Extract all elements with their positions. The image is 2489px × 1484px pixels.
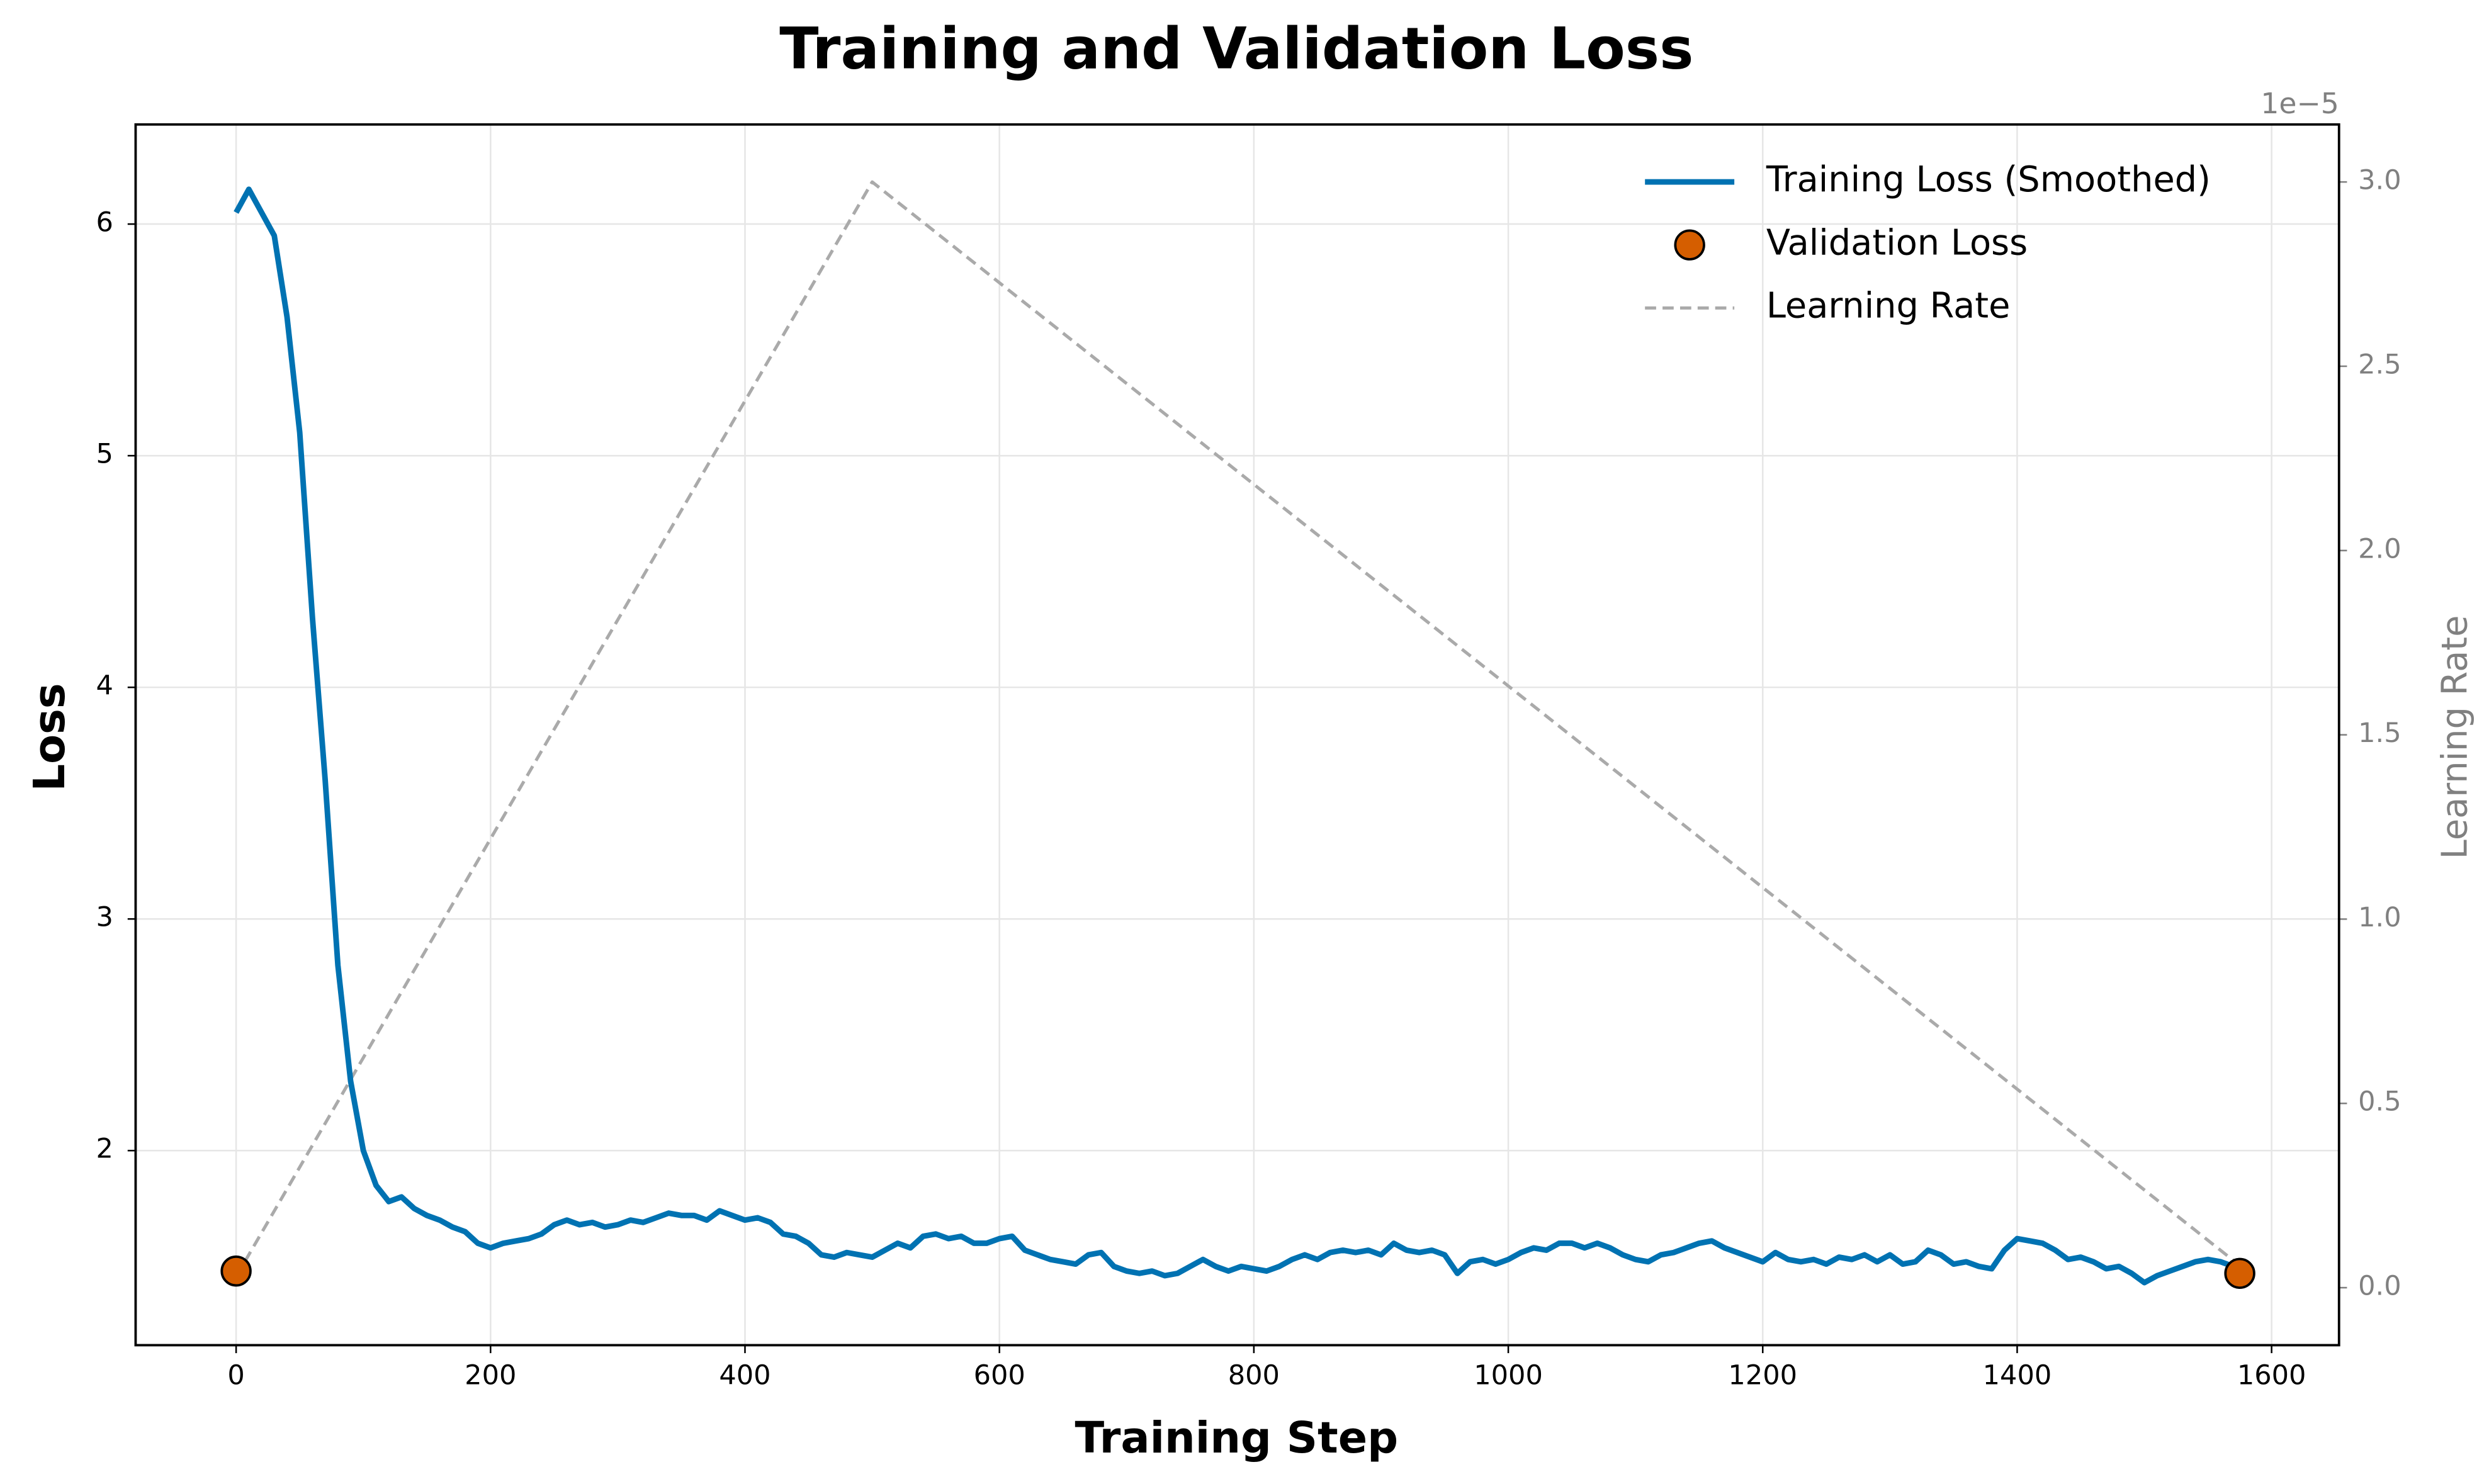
point — [2224, 1257, 2255, 1290]
legend-marker — [1674, 229, 1705, 261]
x-tick-label: 400 — [719, 1360, 770, 1391]
y2-tick-label: 2.5 — [2358, 349, 2402, 380]
y-tick-label: 2 — [96, 1133, 113, 1165]
line — [234, 186, 2235, 1286]
y2-tick-label: 0.5 — [2358, 1086, 2402, 1118]
y-tick-label: 6 — [96, 207, 113, 239]
y2-tick-label: 3.0 — [2358, 165, 2402, 196]
line — [234, 180, 2241, 1278]
legend-label: Validation Loss — [1766, 222, 2028, 263]
x-tick-label: 600 — [974, 1360, 1025, 1391]
y-axis-label: Loss — [25, 683, 75, 791]
y-tick-label: 4 — [96, 670, 113, 702]
y2-tick-label: 0.0 — [2358, 1271, 2402, 1302]
y-tick-label: 5 — [96, 439, 113, 470]
point — [220, 1255, 252, 1287]
x-tick-label: 1000 — [1474, 1360, 1543, 1391]
x-tick-label: 1400 — [1983, 1360, 2052, 1391]
y2-tick-label: 2.0 — [2358, 533, 2402, 565]
x-tick-label: 1600 — [2237, 1360, 2306, 1391]
chart-title: Training and Validation Loss — [779, 15, 1693, 82]
legend-label: Learning Rate — [1766, 285, 2011, 326]
legend-label: Training Loss (Smoothed) — [1766, 159, 2211, 200]
y2-tick-label: 1.5 — [2358, 717, 2402, 749]
y2-tick-label: 1.0 — [2358, 902, 2402, 933]
x-tick-label: 0 — [227, 1360, 244, 1391]
x-tick-label: 800 — [1228, 1360, 1280, 1391]
x-tick-label: 1200 — [1728, 1360, 1797, 1391]
x-tick-label: 200 — [465, 1360, 516, 1391]
y2-axis-label: Learning Rate — [2434, 616, 2475, 860]
x-axis-label: Training Step — [1075, 1413, 1399, 1463]
plot-frame — [134, 123, 2340, 1347]
y2-offset-text: 1e−5 — [2260, 87, 2339, 120]
y-tick-label: 3 — [96, 902, 113, 933]
